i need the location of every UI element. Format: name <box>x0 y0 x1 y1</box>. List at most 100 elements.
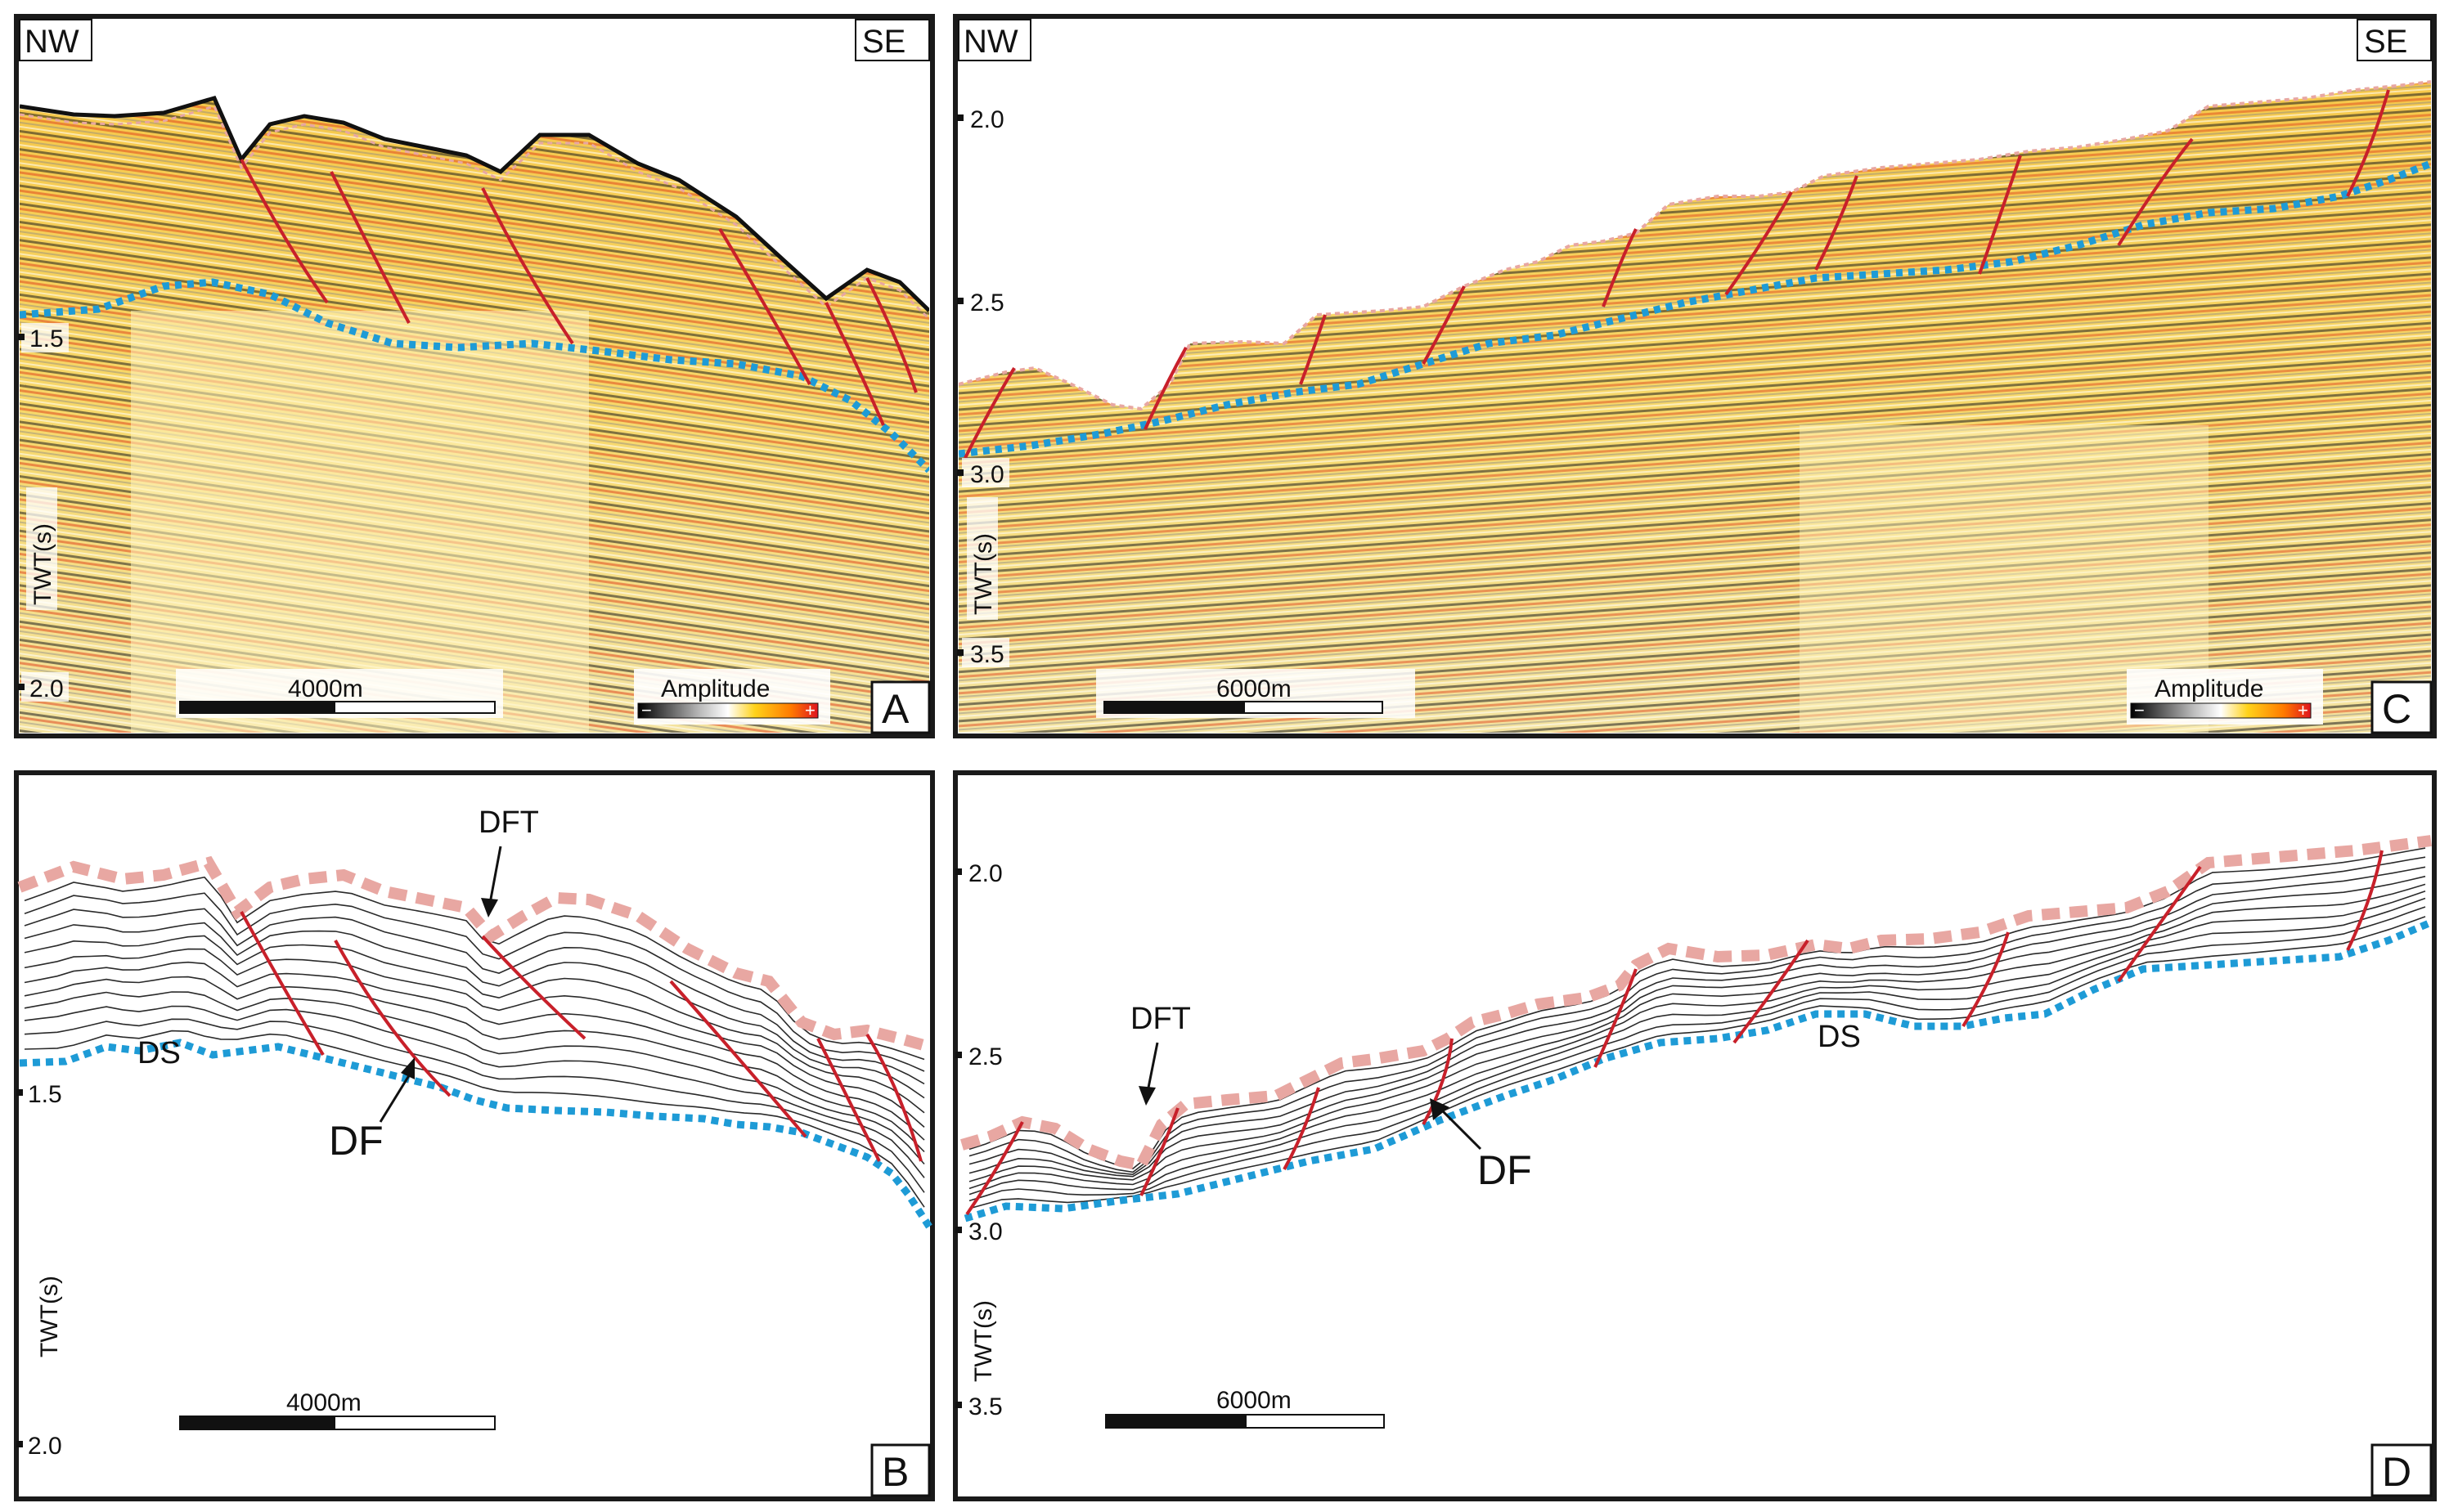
panel-letter-c: C <box>2382 686 2411 732</box>
arrow-dft-b-head <box>481 898 498 918</box>
tick-label-a-2: 2.0 <box>29 675 64 702</box>
tick-mark-d-2 <box>955 1052 962 1058</box>
tick-bg-c-4 <box>962 638 1009 667</box>
faults-b <box>240 911 923 1162</box>
tick-label-d-2: 2.5 <box>968 1043 1003 1070</box>
tick-label-c-3: 3.0 <box>970 461 1004 488</box>
annotation-df-b: DF <box>329 1118 384 1164</box>
panel-letter-a: A <box>882 686 910 732</box>
stratal-line <box>968 890 2426 1190</box>
panel-letter-box-c <box>2370 680 2433 734</box>
arrow-df-d-head <box>1430 1098 1449 1120</box>
panel-c: NW SE 2.0 2.5 3.0 3.5 TWT(s) 6000m Ampli… <box>953 14 2437 738</box>
stratal-line <box>24 876 925 1061</box>
amplitude-colorbar-c <box>2130 702 2312 719</box>
legend-minus-c: − <box>2134 700 2145 720</box>
axis-label-a: TWT(s) <box>29 523 56 605</box>
dir-box-se-c <box>2357 19 2432 61</box>
annotation-dft-b: DFT <box>479 805 539 840</box>
seismic-chaotic-zone-a <box>131 311 589 733</box>
tick-label-d-3: 3.0 <box>968 1218 1003 1245</box>
stratal-line <box>24 935 925 1114</box>
tick-mark-d-3 <box>955 1227 962 1233</box>
seafloor-line-a <box>20 95 929 312</box>
seafloor-pink-c <box>959 80 2431 411</box>
panel-b: DFT DS DF 1.5 2.0 TWT(s) 4000m B <box>14 770 935 1501</box>
tick-mark-d-1 <box>955 868 962 875</box>
panel-letter-box-d <box>2370 1443 2433 1497</box>
tick-mark-c-1 <box>957 114 964 121</box>
stratal-lines-b <box>24 876 925 1208</box>
stratal-line <box>968 866 2426 1176</box>
seafloor-pink-d <box>960 835 2432 1172</box>
tick-label-d-4: 3.5 <box>968 1393 1003 1420</box>
dir-text-se-a: SE <box>862 24 905 60</box>
legend-title-c: Amplitude <box>2155 675 2263 702</box>
scale-label-c: 6000m <box>1216 675 1292 702</box>
annotation-df-d: DF <box>1477 1147 1532 1193</box>
panel-b-frame <box>14 770 935 1501</box>
stratal-line <box>24 908 925 1085</box>
tick-mark-a-1 <box>18 334 25 340</box>
amplitude-colorbar-a <box>637 702 819 719</box>
stratal-line <box>24 1018 925 1193</box>
tick-mark-c-3 <box>957 469 964 476</box>
annotation-ds-b: DS <box>137 1036 181 1070</box>
tick-label-c-4: 3.5 <box>970 641 1004 668</box>
annotation-ds-d: DS <box>1818 1020 1861 1054</box>
dir-text-nw-a: NW <box>25 24 79 60</box>
panel-letter-box-a <box>870 680 931 734</box>
annotation-dft-d: DFT <box>1130 1002 1191 1036</box>
dir-box-nw-c <box>958 19 1031 61</box>
scale-bar-c-black <box>1104 702 1245 713</box>
ds-surface-a <box>20 278 929 473</box>
legend-title-a: Amplitude <box>661 675 770 702</box>
arrow-df-b-shaft <box>379 1072 412 1123</box>
tick-bg-a-1 <box>21 323 69 352</box>
scale-bar-b-black <box>180 1416 335 1429</box>
tick-bg-a-2 <box>21 672 69 702</box>
axis-label-b: TWT(s) <box>36 1276 63 1357</box>
stratal-line <box>24 991 925 1165</box>
ds-surface-b <box>19 1039 932 1229</box>
arrow-df-d-shaft <box>1438 1106 1482 1151</box>
arrow-dft-b-shaft <box>488 846 502 909</box>
stratal-line <box>24 1030 925 1208</box>
stratal-line <box>24 1005 925 1178</box>
axis-label-d: TWT(s) <box>970 1300 997 1382</box>
panel-d-frame <box>953 770 2437 1501</box>
tick-mark-a-2 <box>18 684 25 690</box>
stratal-line <box>968 856 2426 1173</box>
tick-mark-b-1 <box>16 1089 23 1096</box>
stratal-line <box>968 875 2426 1178</box>
tick-label-a-1: 1.5 <box>29 325 64 352</box>
tick-label-d-1: 2.0 <box>968 860 1003 887</box>
panel-letter-d: D <box>2382 1449 2411 1495</box>
stratal-line <box>24 892 925 1072</box>
stratal-line <box>968 883 2426 1182</box>
scale-label-a: 4000m <box>288 675 363 702</box>
panel-a: NW SE NW SE 1.5 2.0 TWT(s) 4000m Amplitu… <box>14 14 935 738</box>
arrow-df-b-head <box>401 1057 415 1079</box>
legend-plus-c: + <box>2298 700 2308 720</box>
arrow-dft-d-head <box>1139 1086 1156 1106</box>
scale-bar-d-black <box>1106 1415 1247 1428</box>
tick-label-b-1: 1.5 <box>28 1081 62 1108</box>
tick-label-c-2: 2.5 <box>970 289 1004 316</box>
stratal-line <box>968 906 2426 1202</box>
panel-letter-box-b <box>870 1443 931 1497</box>
tick-mark-d-4 <box>955 1402 962 1408</box>
legend-plus-a: + <box>805 700 816 720</box>
panel-d: DFT DS DF 2.0 2.5 3.0 3.5 TWT(s) 6000m D <box>953 770 2437 1501</box>
dir-text-nw-c: NW <box>964 24 1018 60</box>
dir-box-se-a <box>855 19 930 61</box>
faults-d <box>965 850 2384 1216</box>
legend-minus-a: − <box>641 700 652 720</box>
panel-letter-b: B <box>882 1449 909 1495</box>
dir-text-se-c: SE <box>2364 24 2407 60</box>
stratal-line <box>24 922 925 1099</box>
axis-label-c: TWT(s) <box>970 533 997 615</box>
seafloor-pink-b <box>17 855 931 1052</box>
